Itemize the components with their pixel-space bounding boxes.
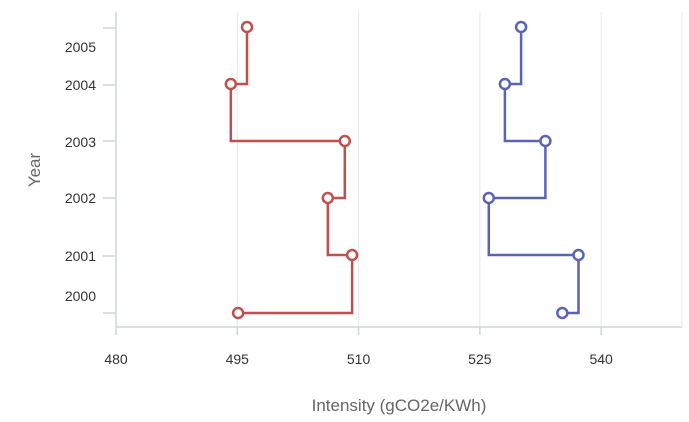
series-0-point-2000: [231, 306, 245, 320]
series-1-point-2000: [556, 306, 569, 320]
y-tick-label-2005: 2005: [65, 39, 96, 55]
series-0-point-2001: [345, 248, 359, 262]
x-tick-label-480: 480: [104, 351, 128, 367]
series-0-point-2003: [338, 134, 352, 148]
series-1-point-2001: [572, 248, 585, 262]
y-axis-ticks: 2000 2001 2002 2003 2004 2005: [65, 27, 116, 314]
x-axis-title: Intensity (gCO2e/KWh): [312, 396, 487, 415]
series-1-point-2005: [514, 20, 528, 34]
series-1-point-2002: [482, 191, 496, 205]
series-0-point-2005: [240, 20, 254, 34]
series-1-point-2003: [539, 134, 552, 148]
gridlines: [236, 12, 683, 327]
series: [224, 20, 585, 320]
x-tick-label-495: 495: [226, 351, 250, 367]
y-tick-label-2004: 2004: [65, 77, 96, 93]
axes: [115, 12, 682, 328]
series-1-point-2004: [498, 77, 512, 91]
y-tick-label-2000: 2000: [65, 288, 96, 304]
x-tick-label-540: 540: [589, 351, 613, 367]
y-tick-label-2002: 2002: [65, 190, 96, 206]
y-axis-title: Year: [25, 152, 44, 187]
y-tick-label-2001: 2001: [65, 248, 96, 264]
x-tick-label-510: 510: [347, 351, 371, 367]
series-0-line: [229, 27, 354, 315]
series-0-point-2002: [321, 191, 335, 205]
y-tick-label-2003: 2003: [65, 134, 96, 150]
x-axis-ticks: 480 495 510 525 540: [104, 327, 613, 367]
series-1-line: [487, 27, 580, 315]
series-0-point-2004: [224, 77, 238, 91]
x-tick-label-525: 525: [468, 351, 492, 367]
